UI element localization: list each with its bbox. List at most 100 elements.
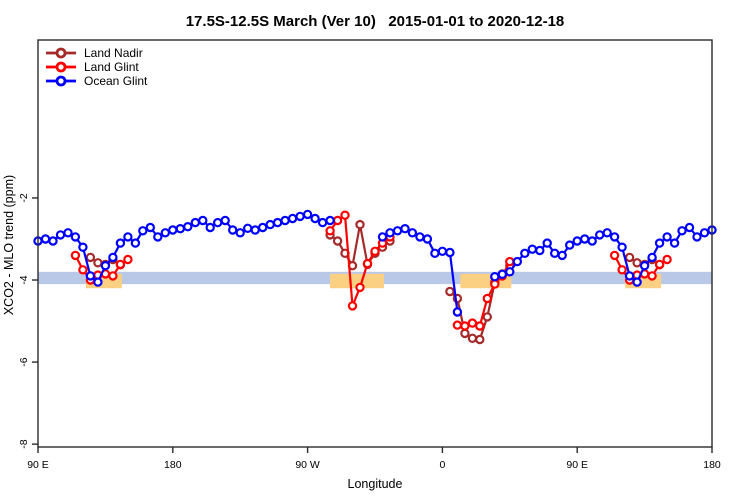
data-point xyxy=(355,282,365,293)
data-point xyxy=(654,238,665,248)
data-point xyxy=(542,238,552,248)
data-point xyxy=(175,223,185,234)
x-tick-label: 90 E xyxy=(27,459,49,471)
legend-marker-icon xyxy=(55,75,67,87)
y-tick-label: -8 xyxy=(18,439,30,448)
data-point xyxy=(227,225,238,235)
data-point xyxy=(647,271,657,281)
data-point xyxy=(467,318,478,328)
data-point xyxy=(310,213,320,224)
land-band-segment xyxy=(330,273,384,289)
data-point xyxy=(580,234,590,244)
bands-layer xyxy=(38,271,712,289)
data-point xyxy=(430,248,440,258)
data-point xyxy=(490,279,500,289)
series-land-glint xyxy=(70,210,672,331)
data-point xyxy=(460,328,470,339)
data-point xyxy=(93,277,103,287)
data-point xyxy=(317,217,328,228)
data-point xyxy=(347,301,358,311)
legend-label: Ocean Glint xyxy=(84,74,148,88)
data-point xyxy=(280,215,290,226)
x-axis-label: Longitude xyxy=(348,477,403,491)
data-point xyxy=(108,252,118,263)
plot-border xyxy=(37,39,713,448)
data-point xyxy=(400,223,410,234)
data-point xyxy=(565,240,575,250)
data-point xyxy=(250,225,260,235)
data-point xyxy=(415,232,425,242)
y-axis-label: XCO2 - MLO trend (ppm) xyxy=(2,175,16,315)
data-point xyxy=(520,248,530,258)
data-point xyxy=(632,277,642,287)
data-point xyxy=(377,232,388,242)
data-point xyxy=(452,320,463,330)
data-point xyxy=(100,261,111,271)
data-point xyxy=(123,254,133,265)
data-point xyxy=(220,215,230,226)
data-point xyxy=(647,252,657,263)
data-point xyxy=(617,265,627,275)
x-axis-ticks: 90 E 180 90 W 0 90 E 180 xyxy=(27,447,721,471)
data-point xyxy=(445,286,455,297)
data-point xyxy=(654,259,665,270)
data-point xyxy=(190,217,200,228)
legend-marker-icon xyxy=(55,47,67,59)
data-point xyxy=(699,228,710,238)
data-point xyxy=(160,228,170,238)
data-point xyxy=(475,334,485,345)
data-point xyxy=(302,209,313,220)
data-point xyxy=(130,238,141,248)
data-point xyxy=(153,232,163,242)
x-tick-label: 180 xyxy=(164,459,182,471)
data-point xyxy=(609,232,620,242)
data-point xyxy=(662,254,672,265)
data-point xyxy=(85,271,96,281)
data-point xyxy=(632,258,642,268)
data-point xyxy=(392,226,403,236)
data-point xyxy=(258,222,268,233)
data-point xyxy=(287,213,298,224)
data-point xyxy=(325,215,335,226)
data-point xyxy=(63,228,73,238)
y-tick-label: -2 xyxy=(18,193,30,202)
data-point xyxy=(70,250,81,261)
data-point xyxy=(587,236,597,246)
data-point xyxy=(138,226,148,236)
data-point xyxy=(385,228,395,238)
data-point xyxy=(692,232,702,242)
data-point xyxy=(557,250,567,261)
data-point xyxy=(617,242,627,252)
data-point xyxy=(422,234,433,244)
data-point xyxy=(595,230,605,240)
data-point xyxy=(168,225,178,235)
data-point xyxy=(602,228,612,238)
data-point xyxy=(362,258,373,269)
data-point xyxy=(272,217,283,228)
x-tick-label: 0 xyxy=(439,459,445,471)
data-point xyxy=(145,222,155,233)
data-point xyxy=(123,232,133,242)
y-tick-label: -4 xyxy=(18,275,30,284)
data-point xyxy=(482,312,492,322)
legend-label: Land Nadir xyxy=(84,46,143,60)
data-point xyxy=(407,228,418,238)
data-point xyxy=(355,219,365,230)
data-point xyxy=(108,271,118,281)
data-point xyxy=(639,261,650,271)
data-point xyxy=(212,217,223,228)
data-point xyxy=(85,252,96,263)
data-point xyxy=(609,250,620,261)
data-point xyxy=(467,333,478,343)
data-point xyxy=(624,271,635,281)
data-point xyxy=(370,246,380,256)
x-tick-label: 90 E xyxy=(566,459,588,471)
data-point xyxy=(115,259,126,270)
legend-marker-icon xyxy=(55,61,67,73)
data-point xyxy=(550,248,560,258)
series-ocean-glint xyxy=(33,209,717,317)
data-point xyxy=(340,210,350,220)
